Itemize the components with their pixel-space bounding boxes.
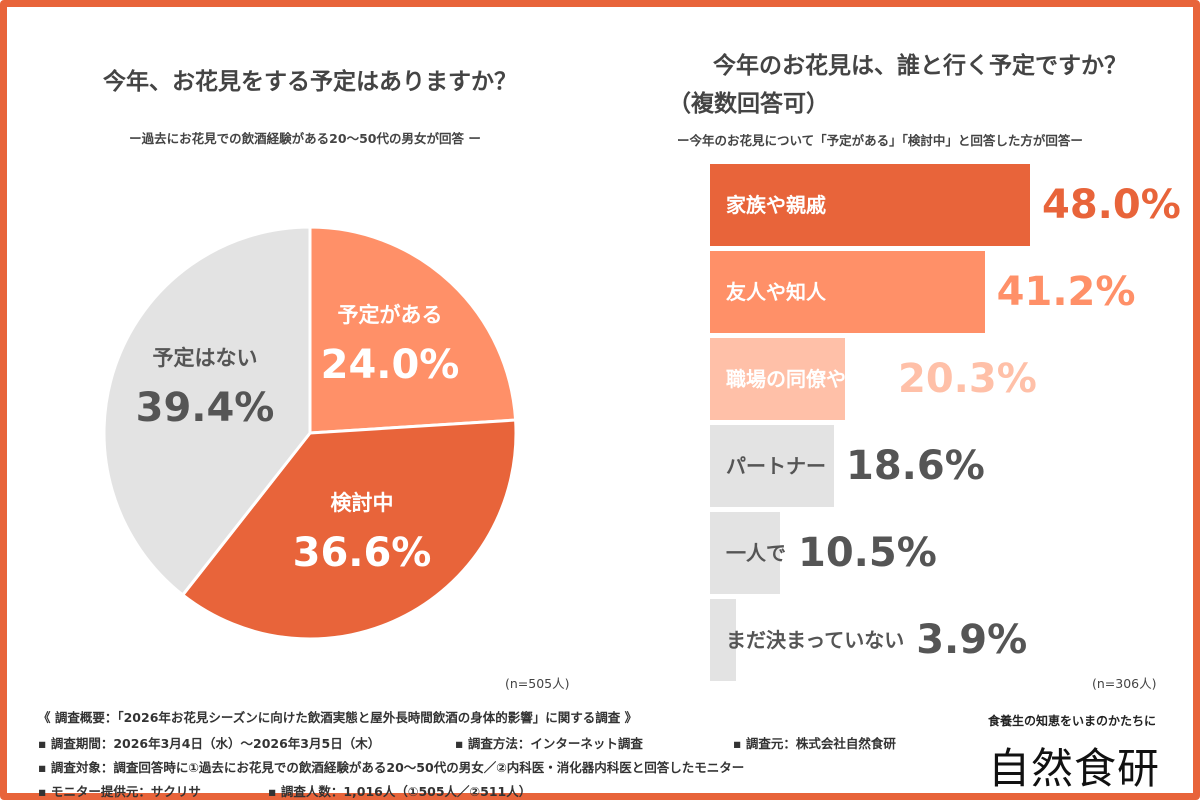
bar-label: 職場の同僚や上司 bbox=[726, 367, 886, 391]
bar-label: パートナー bbox=[726, 454, 826, 478]
pie-slice bbox=[102, 225, 312, 598]
bar bbox=[710, 251, 985, 333]
pie-slice-label: 予定はない bbox=[153, 346, 258, 370]
bar-label: 家族や親戚 bbox=[726, 193, 826, 217]
footer-source: ▪ 調査元：株式会社自然食研 bbox=[733, 736, 896, 751]
footer-overview: 《 調査概要：「2026年お花見シーズンに向けた飲酒実態と屋外長時間飲酒の身体的… bbox=[38, 710, 638, 725]
bar-value: 20.3% bbox=[898, 356, 1037, 402]
bar-value: 10.5% bbox=[798, 530, 937, 576]
bar-value: 3.9% bbox=[916, 617, 1028, 663]
bar-value: 41.2% bbox=[996, 269, 1136, 315]
bar bbox=[710, 164, 1030, 246]
footer-period: ▪ 調査期間：2026年3月4日（水）〜2026年3月5日（木） bbox=[38, 736, 381, 751]
pie-chart: 予定がある 24.0% 検討中 36.6% 予定はない 39.4% bbox=[102, 225, 518, 641]
footer-target: ▪ 調査対象：調査回答時に①過去にお花見での飲酒経験がある20〜50代の男女／②… bbox=[38, 760, 745, 775]
bar-label: 友人や知人 bbox=[726, 280, 826, 304]
bar-title-line1: 今年のお花見は、誰と行く予定ですか？ bbox=[713, 53, 1127, 79]
bar-label: 一人で bbox=[726, 541, 786, 565]
footer-method: ▪ 調査方法：インターネット調査 bbox=[455, 736, 643, 751]
bar bbox=[710, 425, 834, 507]
logo-tagline: 食養生の知恵をいまのかたちに bbox=[988, 714, 1157, 728]
pie-n: (n=505人) bbox=[505, 676, 570, 691]
bar-subtitle: ー今年のお花見について「予定がある」「検討中」と回答した方が回答ー bbox=[677, 133, 1083, 148]
pie-slice bbox=[180, 418, 518, 641]
bar-title-line2: （複数回答可） bbox=[668, 91, 829, 117]
footer-count: ▪ 調査人数：1,016人（①505人／②511人） bbox=[268, 784, 532, 799]
bar-value: 18.6% bbox=[846, 443, 985, 489]
logo: 自然食研 bbox=[988, 744, 1161, 793]
bar-n: (n=306人) bbox=[1092, 676, 1157, 691]
pie-subtitle: ー過去にお花見での飲酒経験がある20〜50代の男女が回答 ー bbox=[129, 131, 481, 146]
pie-title: 今年、お花見をする予定はありますか？ bbox=[103, 69, 517, 95]
footer-provider: ▪ モニター提供元：サクリサ bbox=[38, 784, 201, 799]
pie-slice bbox=[308, 225, 518, 435]
bar-value: 48.0% bbox=[1042, 182, 1181, 228]
bar bbox=[710, 338, 846, 420]
pie-slice-value: 36.6% bbox=[293, 530, 432, 576]
bar bbox=[710, 512, 780, 594]
bar-label: まだ決まっていない bbox=[726, 628, 905, 652]
pie-slice-label: 予定がある bbox=[338, 303, 443, 327]
pie-slice-label: 検討中 bbox=[331, 491, 394, 515]
pie-slice-value: 24.0% bbox=[321, 342, 460, 388]
pie-slice-value: 39.4% bbox=[136, 385, 275, 431]
bar bbox=[710, 599, 736, 681]
